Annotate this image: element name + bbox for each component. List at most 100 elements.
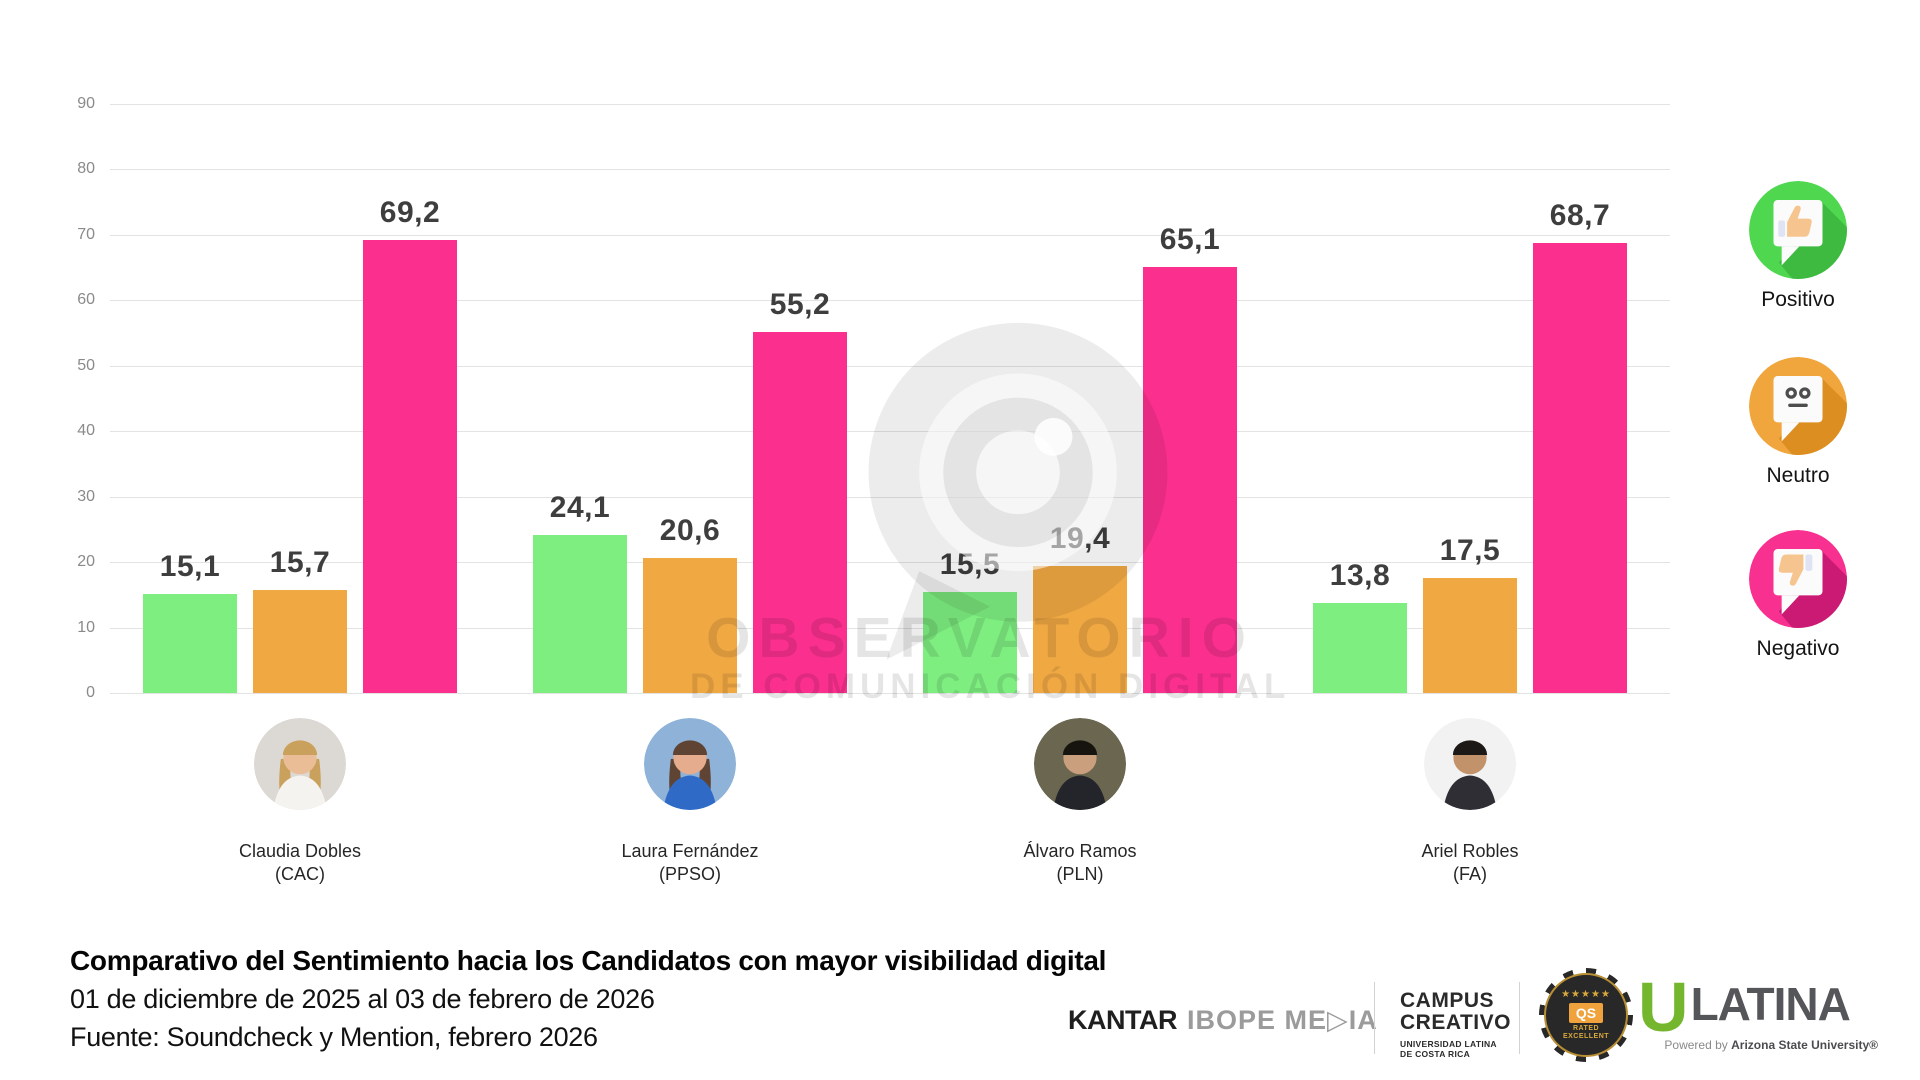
candidate-avatar xyxy=(1424,718,1516,810)
qs-sub2: EXCELLENT xyxy=(1562,1033,1610,1040)
logo-divider xyxy=(1374,982,1375,1054)
qs-rated-excellent-badge: ★★★★★ QS RATED EXCELLENT xyxy=(1539,968,1633,1062)
y-axis-tick-label: 10 xyxy=(77,618,95,636)
y-axis-tick-label: 20 xyxy=(77,553,95,571)
candidate-label: Ariel Robles (FA) xyxy=(1320,840,1620,886)
gridline xyxy=(110,104,1670,105)
bar-negativo xyxy=(1533,243,1627,693)
chart-title: Comparativo del Sentimiento hacia los Ca… xyxy=(70,945,1107,976)
powered-by-line: Powered by Arizona State University® xyxy=(1664,1038,1878,1052)
bar-group: 24,1 20,6 55,2 xyxy=(533,104,847,693)
campus-line1: CAMPUS xyxy=(1400,989,1495,1012)
candidate-label: Claudia Dobles (CAC) xyxy=(150,840,450,886)
candidate-name: Claudia Dobles xyxy=(238,841,362,861)
candidate-party: (FA) xyxy=(1453,864,1487,884)
candidate-label: Álvaro Ramos (PLN) xyxy=(930,840,1230,886)
bar-group: 15,1 15,7 69,2 xyxy=(143,104,457,693)
candidate-name: Ariel Robles xyxy=(1421,841,1519,861)
gridline xyxy=(110,431,1670,433)
candidate-party: (PPSO) xyxy=(658,864,721,884)
gridline xyxy=(110,169,1670,171)
negative-thumb-down-icon xyxy=(1749,530,1847,628)
ibope-media-wordmark: IBOPE ME▷IA xyxy=(1186,1005,1378,1035)
bar-value-label: 69,2 xyxy=(379,196,441,230)
y-axis-tick-label: 40 xyxy=(77,422,95,440)
bar-negativo xyxy=(1143,266,1237,693)
gridline xyxy=(110,365,1670,367)
gridline xyxy=(110,562,1670,564)
bar-neutro xyxy=(643,558,737,693)
plot-area: 15,1 15,7 69,2 24,1 20,6 55,2 15,5 19,4 65,1 13,8… xyxy=(110,104,1670,694)
legend-label-neutro: Neutro xyxy=(1766,464,1830,487)
kantar-wordmark: KANTAR xyxy=(1068,1005,1177,1035)
bar-group: 15,5 19,4 65,1 xyxy=(923,104,1237,693)
play-triangle-icon: ▷ xyxy=(1327,1005,1349,1035)
candidate-label: Laura Fernández (PPSO) xyxy=(540,840,840,886)
bar-value-label: 55,2 xyxy=(769,287,831,321)
candidate-party: (PLN) xyxy=(1056,864,1104,884)
positive-thumb-up-icon xyxy=(1749,181,1847,279)
gridline xyxy=(110,300,1670,302)
qs-sub1: RATED xyxy=(1572,1025,1600,1032)
legend-label-negativo: Negativo xyxy=(1756,637,1840,660)
bar-value-label: 68,7 xyxy=(1549,199,1611,233)
gridline xyxy=(110,496,1670,498)
footer-text-block: Comparativo del Sentimiento hacia los Ca… xyxy=(70,942,1106,1056)
bar-value-label: 17,5 xyxy=(1439,534,1501,568)
y-axis-tick-label: 70 xyxy=(77,225,95,243)
qs-label: QS xyxy=(1568,1003,1604,1023)
bar-value-label: 65,1 xyxy=(1159,222,1221,256)
legend-item-neutro: Neutro xyxy=(1698,357,1898,488)
bar-group: 13,8 17,5 68,7 xyxy=(1313,104,1627,693)
y-axis-tick-label: 80 xyxy=(77,160,95,178)
candidate-name: Laura Fernández xyxy=(621,841,759,861)
logo-strip: KANTAR IBOPE ME▷IA CAMPUS CREATIVO UNIVER… xyxy=(1050,960,1880,1070)
legend-item-negativo: Negativo xyxy=(1698,530,1898,661)
bar-negativo xyxy=(753,331,847,693)
bar-negativo xyxy=(363,240,457,693)
five-stars-icon: ★★★★★ xyxy=(1561,989,1611,1000)
candidate-name: Álvaro Ramos xyxy=(1023,841,1137,861)
candidate-avatar xyxy=(1034,718,1126,810)
bar-neutro xyxy=(1423,578,1517,693)
bar-value-label: 24,1 xyxy=(549,491,611,525)
y-axis-tick-label: 0 xyxy=(86,684,95,701)
neutral-face-icon xyxy=(1749,357,1847,455)
y-axis-tick-label: 50 xyxy=(77,356,95,374)
legend-label-positivo: Positivo xyxy=(1761,288,1835,311)
bar-neutro xyxy=(1033,566,1127,693)
y-axis-tick-label: 60 xyxy=(77,291,95,309)
ulatina-logo: U LATINA Powered by Arizona State Univer… xyxy=(1638,968,1878,1052)
bar-value-label: 13,8 xyxy=(1329,558,1391,592)
bar-positivo xyxy=(923,591,1017,693)
bar-positivo xyxy=(143,594,237,693)
campus-line2: CREATIVO xyxy=(1400,1011,1511,1034)
source-note: Fuente: Soundcheck y Mention, febrero 20… xyxy=(70,1022,598,1052)
bar-value-label: 15,7 xyxy=(269,546,331,580)
bar-value-label: 19,4 xyxy=(1049,522,1111,556)
bar-positivo xyxy=(1313,602,1407,693)
legend: Positivo Neutro Negat xyxy=(1698,0,1898,760)
campus-creativo-logo: CAMPUS CREATIVO UNIVERSIDAD LATINA DE CO… xyxy=(1400,989,1511,1060)
y-axis-tick-label: 90 xyxy=(77,95,95,112)
legend-item-positivo: Positivo xyxy=(1698,181,1898,312)
bar-positivo xyxy=(533,535,627,693)
candidate-party: (CAC) xyxy=(275,864,325,884)
gridline xyxy=(110,234,1670,236)
bar-value-label: 20,6 xyxy=(659,514,721,548)
campus-sub2: DE COSTA RICA xyxy=(1400,1049,1471,1059)
ulatina-wordmark: LATINA xyxy=(1690,978,1851,1030)
bar-value-label: 15,1 xyxy=(159,550,221,584)
candidate-avatar xyxy=(254,718,346,810)
gridline xyxy=(110,627,1670,629)
campus-sub1: UNIVERSIDAD LATINA xyxy=(1400,1039,1497,1049)
ulatina-u-mark: U xyxy=(1638,968,1689,1046)
gridline xyxy=(110,693,1670,694)
bar-neutro xyxy=(253,590,347,693)
kantar-ibope-media-logo: KANTAR IBOPE ME▷IA xyxy=(1068,1005,1378,1036)
date-range: 01 de diciembre de 2025 al 03 de febrero… xyxy=(70,984,655,1014)
candidate-avatar xyxy=(644,718,736,810)
logo-divider xyxy=(1519,982,1520,1054)
